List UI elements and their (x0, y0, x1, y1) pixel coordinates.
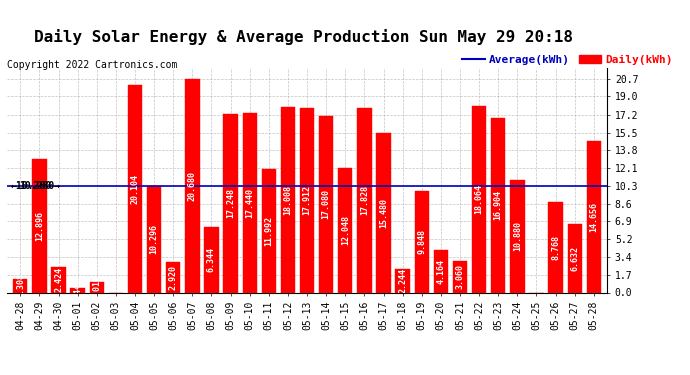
Text: 12.896: 12.896 (35, 211, 44, 241)
Text: 10.296: 10.296 (150, 224, 159, 254)
Text: 10.280→: 10.280→ (19, 182, 60, 191)
Text: 20.104: 20.104 (130, 174, 139, 204)
Bar (224, 114, 238, 292)
Text: 15.480: 15.480 (379, 198, 388, 228)
Text: 12.048: 12.048 (341, 215, 350, 245)
Bar (415, 191, 429, 292)
Text: 2.244: 2.244 (398, 268, 407, 293)
Text: 20.680: 20.680 (188, 171, 197, 201)
Bar (51, 267, 66, 292)
Text: 4.164: 4.164 (436, 258, 445, 284)
Bar (300, 108, 314, 292)
Bar (491, 118, 505, 292)
Bar (166, 262, 180, 292)
Bar (147, 186, 161, 292)
Bar (204, 227, 219, 292)
Text: 1.308: 1.308 (16, 273, 25, 298)
Bar (376, 133, 391, 292)
Text: 2.424: 2.424 (54, 267, 63, 292)
Text: 17.828: 17.828 (360, 186, 369, 216)
Bar (128, 85, 142, 292)
Bar (13, 279, 28, 292)
Bar (90, 282, 104, 292)
Bar (32, 159, 46, 292)
Bar (357, 108, 372, 292)
Bar (568, 224, 582, 292)
Bar (281, 106, 295, 292)
Bar (434, 249, 448, 292)
Text: 17.912: 17.912 (302, 185, 312, 215)
Text: 17.440: 17.440 (245, 188, 254, 218)
Text: 18.008: 18.008 (284, 184, 293, 214)
Text: ←10.280: ←10.280 (11, 182, 52, 191)
Text: Daily Solar Energy & Average Production Sun May 29 20:18: Daily Solar Energy & Average Production … (34, 29, 573, 45)
Bar (262, 169, 276, 292)
Text: 9.848: 9.848 (417, 229, 426, 254)
Bar (338, 168, 353, 292)
Bar (549, 202, 563, 292)
Text: 6.632: 6.632 (570, 246, 579, 271)
Text: 17.080: 17.080 (322, 189, 331, 219)
Bar (242, 112, 257, 292)
Text: 18.064: 18.064 (475, 184, 484, 214)
Legend: Average(kWh), Daily(kWh): Average(kWh), Daily(kWh) (458, 51, 678, 69)
Text: 1.016: 1.016 (92, 275, 101, 300)
Bar (510, 180, 524, 292)
Bar (70, 288, 85, 292)
Text: 6.344: 6.344 (207, 247, 216, 272)
Text: 10.880: 10.880 (513, 221, 522, 251)
Text: 8.768: 8.768 (551, 235, 560, 260)
Text: 11.992: 11.992 (264, 216, 273, 246)
Text: Copyright 2022 Cartronics.com: Copyright 2022 Cartronics.com (7, 60, 177, 70)
Text: 14.656: 14.656 (589, 202, 598, 232)
Text: 0.448: 0.448 (73, 278, 82, 303)
Bar (586, 141, 601, 292)
Bar (185, 79, 199, 292)
Text: 17.248: 17.248 (226, 189, 235, 219)
Text: 16.904: 16.904 (494, 190, 503, 220)
Bar (319, 116, 333, 292)
Text: 2.920: 2.920 (169, 265, 178, 290)
Text: 3.060: 3.060 (455, 264, 464, 289)
Bar (395, 269, 410, 292)
Bar (472, 106, 486, 292)
Bar (453, 261, 467, 292)
